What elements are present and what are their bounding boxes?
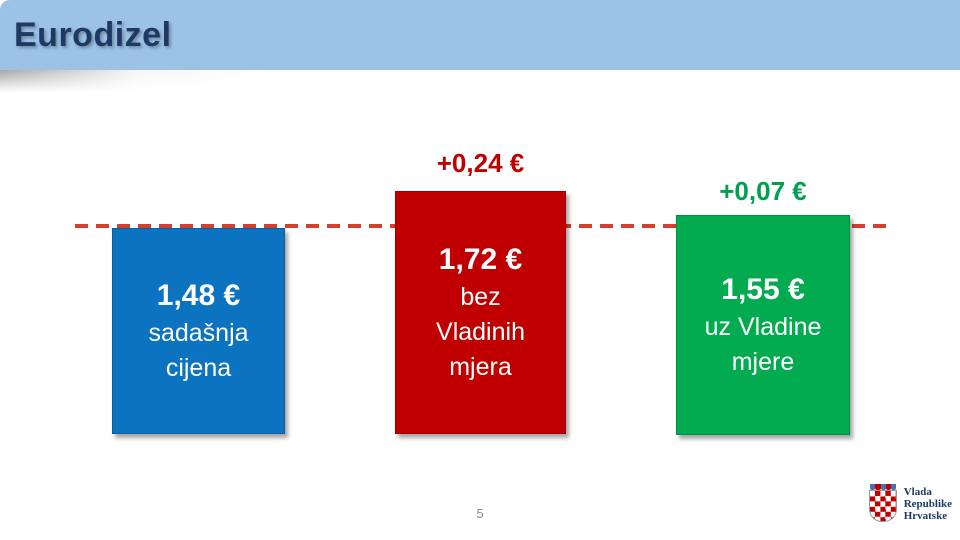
bar-without-measures: 1,72 € bez Vladinih mjera	[395, 191, 566, 434]
bar-label-line: Vladinih	[436, 318, 525, 346]
government-logo-text: Vlada Republike Hrvatske	[904, 484, 952, 522]
government-logo: Vlada Republike Hrvatske	[869, 484, 952, 522]
bar-label-line: sadašnja	[148, 319, 249, 347]
page-title: Eurodizel	[14, 15, 172, 54]
bar-value: 1,55 €	[721, 273, 805, 306]
bar-label-line: bez	[460, 283, 501, 311]
title-bar: Eurodizel	[0, 0, 960, 70]
bar-label-line: uz Vladine	[704, 313, 822, 341]
header-shadow	[0, 70, 960, 96]
logo-text-line: Hrvatske	[903, 510, 948, 522]
bar-label-line: mjere	[731, 348, 795, 376]
bar-value: 1,72 €	[438, 243, 523, 276]
croatia-coat-of-arms-icon	[869, 484, 898, 522]
delta-label-with-measures: +0,07 €	[719, 176, 807, 206]
bar-label-line: cijena	[165, 354, 232, 382]
bar-label-line: mjera	[449, 353, 512, 381]
logo-text-line: Republike	[903, 498, 952, 510]
delta-label-without-measures: +0,24 €	[436, 148, 525, 178]
page-number: 5	[476, 506, 484, 521]
bar-with-measures: 1,55 € uz Vladine mjere	[676, 215, 850, 435]
bar-value: 1,48 €	[156, 279, 241, 312]
logo-text-line: Vlada	[903, 486, 932, 498]
bar-current-price: 1,48 € sadašnja cijena	[112, 228, 285, 434]
